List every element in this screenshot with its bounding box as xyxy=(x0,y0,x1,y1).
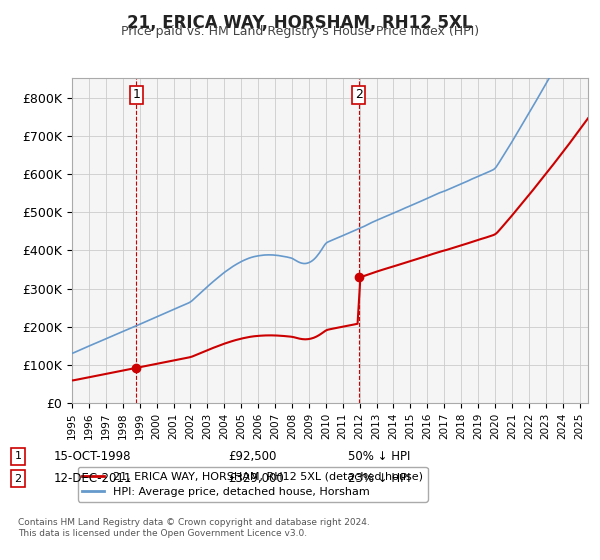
Text: 2: 2 xyxy=(355,88,362,101)
Text: 15-OCT-1998: 15-OCT-1998 xyxy=(54,450,131,463)
Text: Price paid vs. HM Land Registry's House Price Index (HPI): Price paid vs. HM Land Registry's House … xyxy=(121,25,479,38)
Text: 21, ERICA WAY, HORSHAM, RH12 5XL: 21, ERICA WAY, HORSHAM, RH12 5XL xyxy=(127,14,473,32)
Text: 2: 2 xyxy=(14,474,22,484)
Text: 1: 1 xyxy=(132,88,140,101)
Text: 12-DEC-2011: 12-DEC-2011 xyxy=(54,472,133,486)
Text: 1: 1 xyxy=(14,451,22,461)
Text: Contains HM Land Registry data © Crown copyright and database right 2024.
This d: Contains HM Land Registry data © Crown c… xyxy=(18,518,370,538)
Text: 50% ↓ HPI: 50% ↓ HPI xyxy=(348,450,410,463)
Text: £329,000: £329,000 xyxy=(228,472,284,486)
Text: £92,500: £92,500 xyxy=(228,450,277,463)
Legend: 21, ERICA WAY, HORSHAM, RH12 5XL (detached house), HPI: Average price, detached : 21, ERICA WAY, HORSHAM, RH12 5XL (detach… xyxy=(77,467,428,502)
Text: 23% ↓ HPI: 23% ↓ HPI xyxy=(348,472,410,486)
